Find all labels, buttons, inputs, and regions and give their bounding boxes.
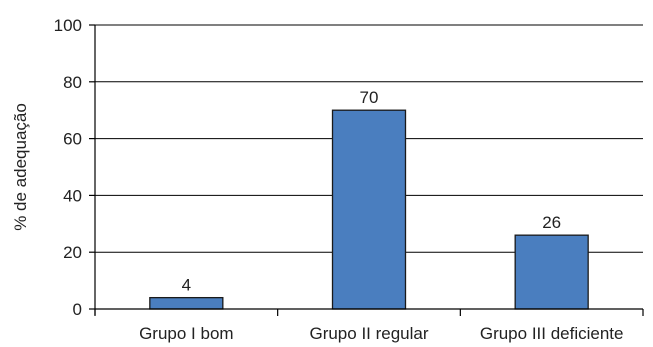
y-tick-label: 60 xyxy=(63,130,82,149)
bar xyxy=(331,109,407,310)
category-labels: Grupo I bom Grupo II regular Grupo III def… xyxy=(139,324,623,343)
category-label: Grupo I bom xyxy=(139,324,234,343)
category-label: Grupo III deficiente xyxy=(480,324,624,343)
y-tick-label: 80 xyxy=(63,73,82,92)
axes xyxy=(89,24,644,316)
y-tick-label: 0 xyxy=(73,300,82,319)
y-tick-labels: 0 20 40 60 80 100 xyxy=(54,16,82,319)
y-tick-label: 20 xyxy=(63,243,82,262)
y-tick-label: 40 xyxy=(63,186,82,205)
y-axis-title: % de adequação xyxy=(11,103,30,231)
data-labels: 4 70 26 xyxy=(182,88,562,294)
data-label: 70 xyxy=(360,88,379,107)
bar xyxy=(514,234,589,310)
bars xyxy=(149,109,589,310)
data-label: 26 xyxy=(542,213,561,232)
y-tick-label: 100 xyxy=(54,16,82,35)
category-label: Grupo II regular xyxy=(309,324,428,343)
data-label: 4 xyxy=(182,276,191,295)
bar xyxy=(149,296,224,310)
